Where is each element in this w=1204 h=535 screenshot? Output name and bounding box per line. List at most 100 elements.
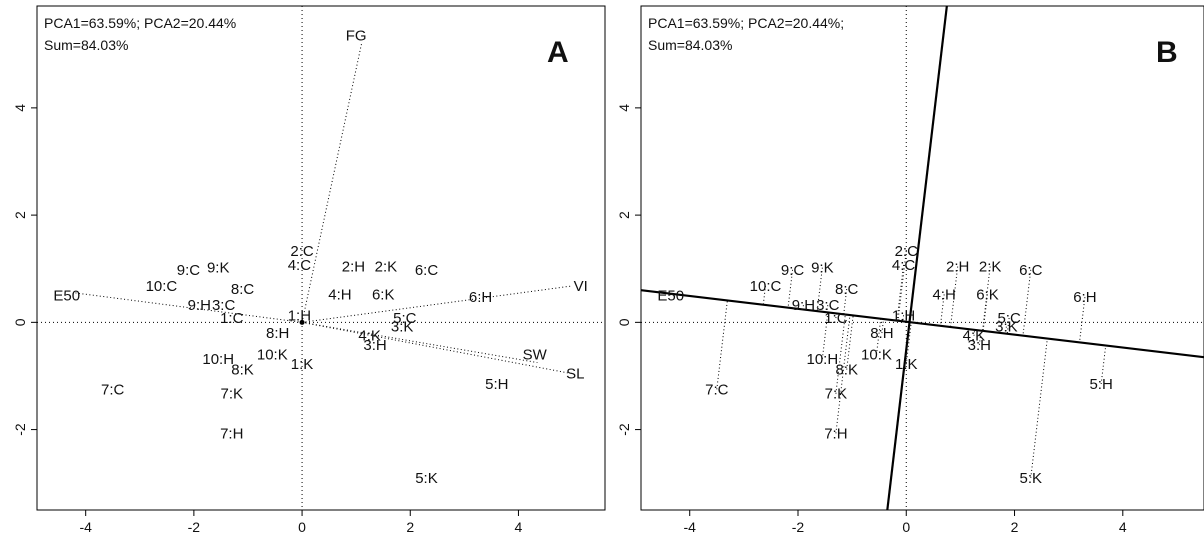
panel-b-frame	[640, 5, 1204, 511]
point-label: 4:H	[932, 286, 955, 303]
point-label: 8:H	[870, 325, 893, 342]
point-label: 1:H	[892, 307, 915, 324]
panel-a-axes: -4 -2 0 2 4 -2 0 2 4	[12, 104, 523, 535]
point-label: 10:K	[861, 347, 892, 364]
point-label: 6:K	[372, 286, 395, 303]
point-label: 1:C	[824, 310, 848, 327]
point-label: 7:C	[101, 381, 125, 398]
point-label: 4:C	[892, 257, 916, 274]
y-tick-label: 2	[12, 211, 28, 219]
projection-line	[875, 318, 882, 355]
x-tick-label: 2	[1011, 519, 1019, 535]
point-label: 7:C	[705, 381, 729, 398]
origin-dot	[299, 319, 305, 325]
point-label: 5:H	[1089, 376, 1112, 393]
point-label: 8:K	[231, 362, 254, 379]
projection-line	[835, 314, 851, 434]
projection-line	[881, 318, 885, 334]
reference-axis-label: E50	[657, 288, 684, 305]
perpendicular-axis-line	[886, 5, 948, 511]
point-label: 6:C	[1019, 262, 1043, 279]
x-tick-label: 4	[515, 519, 523, 535]
point-label: 9:H	[792, 297, 815, 314]
y-tick-label: -2	[12, 423, 28, 436]
panel-b-sum-line: Sum=84.03%	[648, 37, 732, 53]
reference-axis-line	[640, 289, 1204, 359]
projection-line	[843, 289, 848, 315]
point-label: 3:H	[968, 337, 991, 354]
point-label: 8:K	[835, 362, 858, 379]
point-label: 3:K	[391, 319, 414, 336]
point-label: 4:K	[358, 328, 381, 345]
point-label: 9:C	[177, 262, 201, 279]
point-label: 6:H	[1073, 289, 1096, 306]
point-label: 9:K	[207, 260, 230, 277]
projection-line	[816, 267, 823, 312]
x-tick-label: 0	[902, 519, 910, 535]
panel-b-variance-line: PCA1=63.59%; PCA2=20.44%;	[648, 15, 844, 31]
panel-a-frame	[36, 5, 606, 511]
point-label: 5:K	[415, 470, 438, 487]
projection-line	[897, 250, 907, 321]
point-label: 4:C	[288, 257, 312, 274]
point-label: 2:C	[290, 243, 314, 260]
projection-line	[982, 266, 991, 331]
vector-label: SW	[523, 347, 548, 364]
point-label: 6:K	[976, 286, 999, 303]
x-tick-label: 4	[1119, 519, 1127, 535]
projection-line	[826, 305, 829, 313]
point-label: 5:H	[485, 376, 508, 393]
point-label: 8:H	[266, 325, 289, 342]
vector-label: E50	[53, 288, 80, 305]
projection-line	[1100, 345, 1107, 385]
panel-a-variance-line: PCA1=63.59%; PCA2=20.44%	[44, 15, 236, 31]
point-label: 1:H	[288, 307, 311, 324]
point-label: 7:K	[825, 386, 848, 403]
y-tick-label: 0	[12, 318, 28, 326]
panel-a-sum-line: Sum=84.03%	[44, 37, 128, 53]
y-tick-label: 4	[616, 104, 632, 112]
vector-label: FG	[346, 27, 367, 44]
point-label: 4:K	[963, 328, 986, 345]
point-label: 3:C	[212, 297, 236, 314]
y-tick-label: -2	[616, 423, 632, 436]
point-label: 1:K	[895, 356, 918, 373]
x-tick-label: 2	[406, 519, 414, 535]
point-label: 10:C	[750, 278, 782, 295]
point-label: 7:K	[220, 386, 243, 403]
point-label: 2:C	[895, 243, 919, 260]
point-label: 10:C	[146, 278, 178, 295]
loading-vector	[301, 321, 538, 364]
panel-a-letter: A	[547, 36, 569, 69]
projection-line	[982, 294, 988, 331]
panel-b-marks: E50 2:C4:C 2:H 2:K 6:C 9:C 9:K 10:C 8:C 4:H 6:K 6:H…	[640, 5, 1204, 511]
projection-line	[1006, 317, 1010, 334]
point-label: 10:K	[257, 347, 288, 364]
point-label: 5:C	[997, 310, 1021, 327]
y-tick-label: 4	[12, 104, 28, 112]
point-label: 1:C	[220, 310, 244, 327]
point-label: 8:C	[835, 281, 859, 298]
projection-line	[973, 329, 976, 336]
point-label: 3:K	[995, 319, 1018, 336]
point-label: 10:H	[807, 351, 839, 368]
x-tick-label: 0	[298, 519, 306, 535]
projection-line	[1022, 269, 1032, 336]
point-label: 1:K	[291, 356, 314, 373]
vector-label: SL	[566, 365, 584, 382]
projection-line	[1079, 297, 1086, 343]
point-label: 8:C	[231, 281, 255, 298]
projection-line	[978, 330, 982, 345]
panel-b: E50 2:C4:C 2:H 2:K 6:C 9:C 9:K 10:C 8:C 4:H 6:K 6:H…	[616, 5, 1204, 535]
point-label: 4:H	[328, 286, 351, 303]
point-label: 5:K	[1020, 470, 1043, 487]
x-tick-label: -2	[188, 519, 201, 535]
loading-vector	[301, 43, 363, 323]
point-label: 2:H	[342, 259, 365, 276]
point-label: 9:H	[188, 297, 211, 314]
projection-line	[821, 312, 829, 359]
point-label: 7:H	[220, 425, 243, 442]
point-label: 3:C	[816, 297, 840, 314]
point-label: 6:C	[415, 262, 439, 279]
